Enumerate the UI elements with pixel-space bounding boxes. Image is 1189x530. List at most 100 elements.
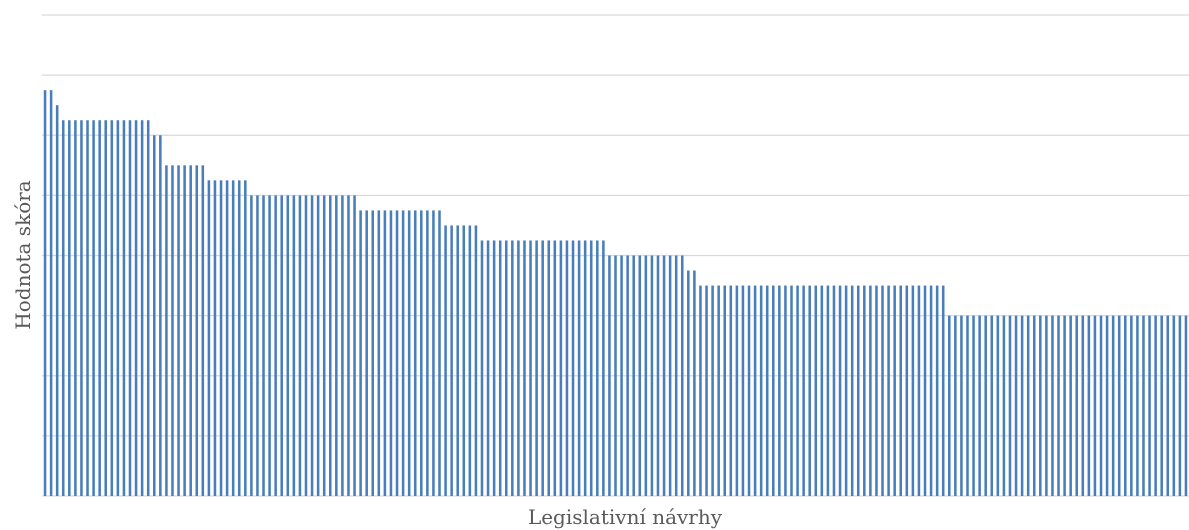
bar xyxy=(529,240,532,496)
bar xyxy=(244,180,247,496)
bar xyxy=(850,285,854,496)
bar xyxy=(626,255,629,496)
bar xyxy=(960,315,963,497)
bar xyxy=(432,210,435,496)
bar xyxy=(1105,315,1109,497)
bar xyxy=(134,120,138,496)
bar xyxy=(55,105,59,496)
bar xyxy=(1111,315,1115,497)
bar xyxy=(893,285,896,496)
bar xyxy=(1148,315,1151,497)
bar xyxy=(650,255,654,496)
bar xyxy=(110,120,114,496)
bar xyxy=(1178,315,1182,497)
bar xyxy=(668,255,672,496)
bar xyxy=(1008,315,1012,497)
bar xyxy=(1166,315,1170,497)
bar xyxy=(923,285,927,496)
bar xyxy=(772,285,775,496)
bar xyxy=(954,315,957,497)
bar xyxy=(523,240,526,496)
bar xyxy=(741,285,745,496)
bar xyxy=(1184,315,1188,497)
bar xyxy=(941,285,945,496)
bar xyxy=(1117,315,1121,497)
bar xyxy=(341,195,344,497)
bar xyxy=(620,255,623,496)
bar xyxy=(589,240,593,496)
bar xyxy=(875,285,878,496)
bar xyxy=(153,135,156,496)
bar xyxy=(231,180,235,496)
bar xyxy=(426,210,429,496)
bar xyxy=(784,285,787,496)
bar xyxy=(183,165,186,496)
bar xyxy=(905,285,909,496)
bar xyxy=(796,285,799,496)
bar xyxy=(444,225,447,496)
bar xyxy=(705,285,708,496)
bar xyxy=(371,210,375,496)
bar xyxy=(887,285,890,496)
bar xyxy=(1014,315,1018,497)
bar xyxy=(280,195,283,497)
bar xyxy=(869,285,872,496)
bar xyxy=(662,255,666,496)
bar xyxy=(1002,315,1006,497)
bar xyxy=(122,120,126,496)
y-axis-title: Hodnota skóra xyxy=(11,180,35,330)
bar xyxy=(316,195,320,497)
bar xyxy=(711,285,714,496)
bar xyxy=(990,315,994,497)
bar xyxy=(693,270,696,496)
bar xyxy=(1130,315,1133,497)
bar xyxy=(195,165,199,496)
bar xyxy=(347,195,350,497)
bar xyxy=(978,315,981,497)
bar xyxy=(286,195,290,497)
bar xyxy=(1032,315,1036,497)
bar xyxy=(92,120,95,496)
bar xyxy=(656,255,660,496)
x-axis-title: Legislativní návrhy xyxy=(528,505,723,529)
bar xyxy=(468,225,472,496)
bar xyxy=(687,270,690,496)
bar xyxy=(553,240,557,496)
bar xyxy=(420,210,423,496)
bar xyxy=(1087,315,1091,497)
bar xyxy=(250,195,253,497)
bar xyxy=(86,120,89,496)
bar xyxy=(401,210,405,496)
bar xyxy=(680,255,684,496)
bar xyxy=(116,120,120,496)
bar xyxy=(353,195,356,497)
bar xyxy=(644,255,648,496)
bar xyxy=(1039,315,1042,497)
bar xyxy=(213,180,217,496)
bar xyxy=(759,285,763,496)
bar xyxy=(1069,315,1072,497)
bar xyxy=(632,255,635,496)
bar xyxy=(335,195,338,497)
bar xyxy=(802,285,805,496)
bar xyxy=(826,285,830,496)
bar xyxy=(1045,315,1048,497)
bar xyxy=(577,240,581,496)
bar xyxy=(820,285,824,496)
bar xyxy=(935,285,939,496)
bar xyxy=(159,135,162,496)
bar xyxy=(407,210,411,496)
bar xyxy=(365,210,368,496)
bar xyxy=(753,285,757,496)
bar xyxy=(504,240,508,496)
bar xyxy=(1099,315,1103,497)
bar xyxy=(765,285,769,496)
bar xyxy=(274,195,277,497)
bar xyxy=(717,285,720,496)
bar xyxy=(61,120,65,496)
bar xyxy=(608,255,611,496)
bar xyxy=(723,285,727,496)
bar xyxy=(948,315,951,497)
bar xyxy=(1124,315,1127,497)
bar xyxy=(638,255,642,496)
